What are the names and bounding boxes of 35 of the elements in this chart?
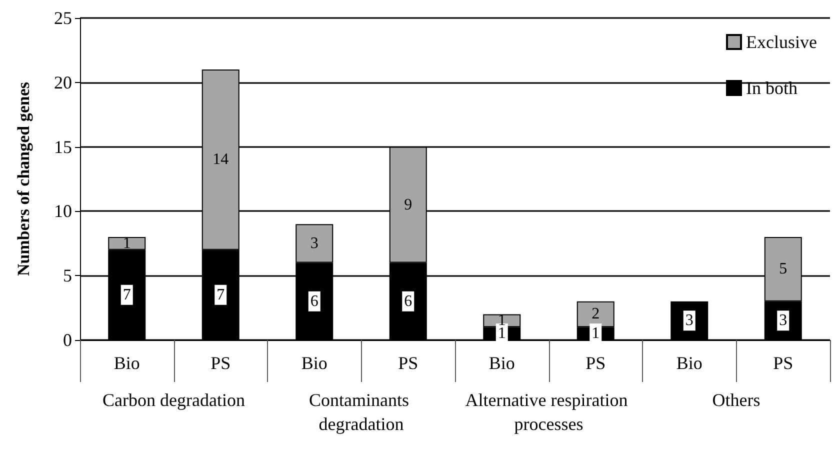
legend-label: In both xyxy=(746,78,798,98)
data-label: 5 xyxy=(779,260,788,278)
data-label: 7 xyxy=(216,286,225,304)
data-label: 2 xyxy=(592,306,600,323)
text: Alternative respiration processes xyxy=(465,390,632,434)
data-label: 3 xyxy=(779,312,788,330)
y-tick-label: 25 xyxy=(54,8,72,28)
x-tick-label: PS xyxy=(773,353,794,373)
data-label: 6 xyxy=(310,292,318,310)
x-tick-label: Bio xyxy=(114,353,140,373)
y-tick-label: 20 xyxy=(54,72,72,92)
data-label: 1 xyxy=(592,325,600,342)
x-tick-label: PS xyxy=(398,353,418,373)
data-label: 9 xyxy=(404,196,412,214)
y-tick-label: 10 xyxy=(54,201,72,222)
data-label: 1 xyxy=(498,325,506,342)
x-tick-label: Bio xyxy=(488,353,515,373)
x-tick-label: Bio xyxy=(301,353,328,373)
text: Carbon degradation xyxy=(102,390,245,410)
y-tick-label: 15 xyxy=(54,136,72,157)
x-tick-label: PS xyxy=(586,353,606,373)
x-tick-label: PS xyxy=(210,353,231,373)
data-label: 3 xyxy=(685,312,694,330)
data-label: 7 xyxy=(122,286,131,304)
data-label: 3 xyxy=(310,234,318,252)
legend-label: Exclusive xyxy=(746,32,818,52)
y-tick-label: 0 xyxy=(63,330,72,350)
y-axis-title: Numbers of changed genes xyxy=(14,82,33,276)
y-tick-label: 5 xyxy=(63,266,72,286)
data-label: 14 xyxy=(212,151,229,168)
data-label: 6 xyxy=(404,292,412,310)
text: Others xyxy=(712,390,760,410)
text: Contaminants degradation xyxy=(309,390,414,434)
x-tick-label: Bio xyxy=(676,353,702,373)
data-label: 1 xyxy=(122,234,131,252)
